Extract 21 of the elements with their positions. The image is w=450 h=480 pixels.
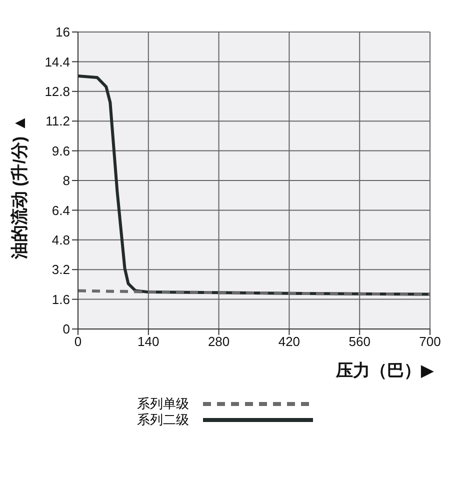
x-axis-title: 压力（巴）▶ bbox=[334, 360, 435, 382]
y-tick-label: 3.2 bbox=[52, 262, 70, 278]
y-tick-label: 1.6 bbox=[52, 292, 70, 307]
y-tick-label: 16 bbox=[56, 24, 70, 40]
y-tick-label: 8 bbox=[62, 173, 70, 188]
x-tick-label: 140 bbox=[138, 334, 160, 350]
legend-label: 系列单级 bbox=[137, 395, 189, 413]
y-tick-label: 6.4 bbox=[52, 202, 70, 218]
y-tick-label: 9.6 bbox=[52, 143, 70, 158]
x-tick-label: 280 bbox=[208, 334, 230, 350]
y-tick-label: 12.8 bbox=[44, 84, 70, 100]
y-axis-title: 油的流动 (升/分) ▲ bbox=[10, 114, 30, 260]
y-tick-label: 11.2 bbox=[46, 114, 70, 129]
x-tick-label: 560 bbox=[348, 334, 370, 350]
y-tick-label: 14.4 bbox=[44, 54, 70, 70]
x-tick-label: 0 bbox=[74, 334, 82, 350]
x-tick-label: 700 bbox=[419, 334, 441, 350]
x-tick-label: 420 bbox=[278, 334, 300, 350]
legend-label: 系列二级 bbox=[137, 411, 189, 429]
y-tick-label: 0 bbox=[62, 322, 70, 337]
y-tick-label: 4.8 bbox=[52, 232, 70, 248]
